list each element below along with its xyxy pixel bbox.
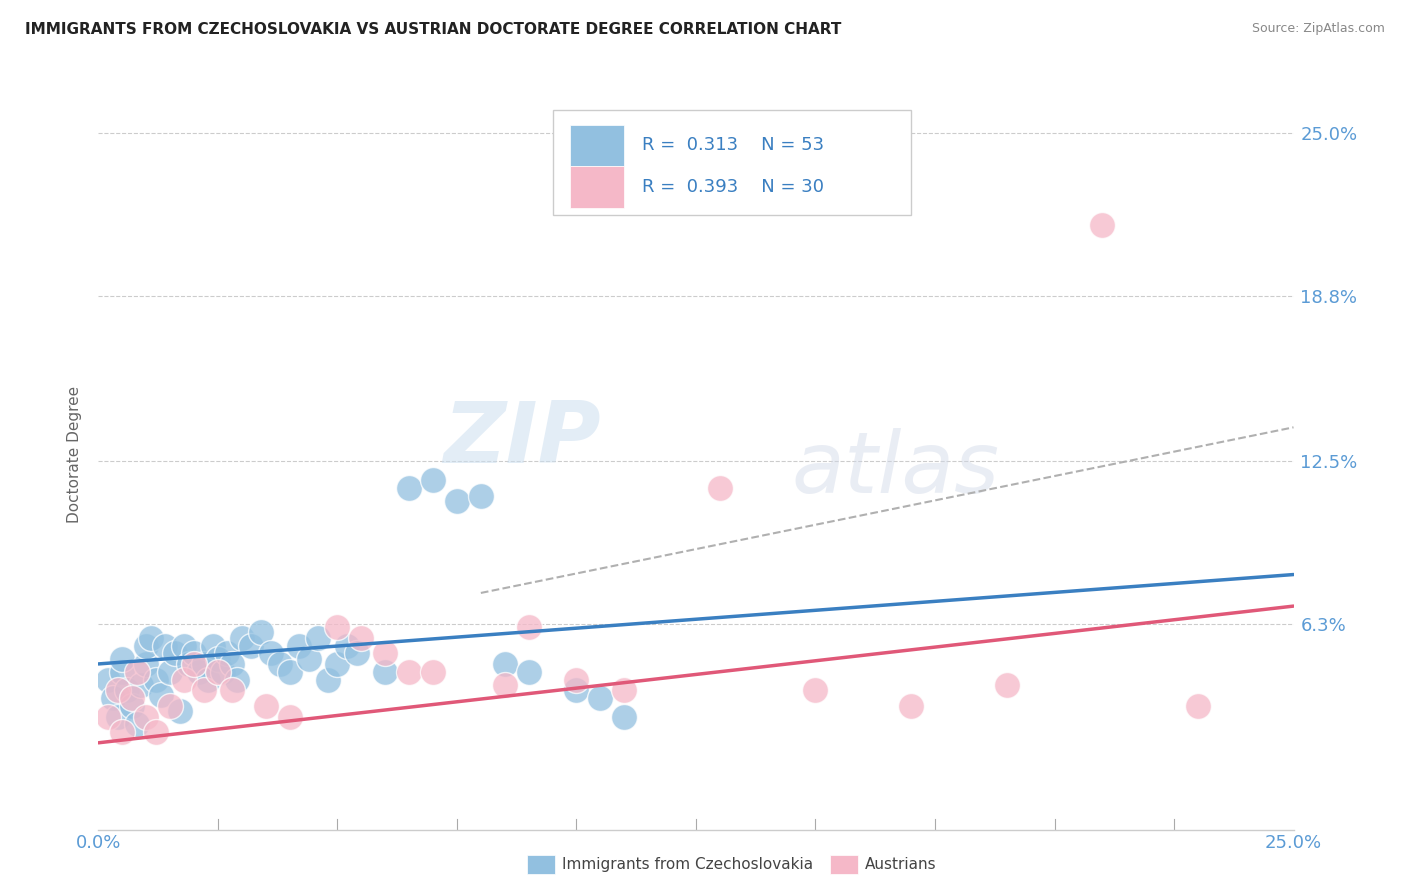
Point (221, 683, 243, 698)
Point (135, 709, 157, 723)
Point (613, 683, 636, 698)
Point (240, 639, 263, 653)
Point (97, 673, 120, 687)
Point (111, 665, 134, 679)
Point (336, 639, 359, 653)
Point (155, 639, 177, 653)
Point (422, 473, 444, 487)
Point (125, 717, 148, 731)
Text: R =  0.313    N = 53: R = 0.313 N = 53 (643, 136, 824, 154)
Point (179, 657, 201, 671)
Point (221, 657, 243, 671)
Point (125, 665, 148, 679)
Point (350, 631, 373, 645)
Point (254, 698, 277, 713)
Text: atlas: atlas (792, 428, 1000, 511)
Point (169, 704, 191, 718)
Point (139, 631, 162, 645)
Point (207, 651, 229, 665)
Point (101, 691, 124, 706)
Point (159, 698, 181, 713)
Point (278, 709, 301, 723)
Point (163, 647, 186, 661)
Point (193, 657, 215, 671)
Point (307, 631, 329, 645)
Point (278, 665, 301, 679)
Point (173, 639, 195, 653)
Point (398, 665, 420, 679)
Point (446, 494, 468, 508)
Point (804, 683, 827, 698)
Point (1187, 698, 1209, 713)
Point (422, 665, 444, 679)
Point (217, 647, 239, 661)
FancyBboxPatch shape (553, 111, 911, 215)
Point (494, 678, 516, 692)
Point (121, 691, 143, 706)
Point (517, 665, 540, 679)
Point (231, 631, 253, 645)
Point (565, 673, 588, 687)
Point (207, 665, 229, 679)
Point (135, 657, 157, 671)
Point (1091, 218, 1114, 232)
FancyBboxPatch shape (571, 167, 624, 208)
Point (346, 647, 368, 661)
Point (709, 481, 731, 495)
Point (288, 639, 311, 653)
Point (159, 665, 181, 679)
Point (226, 673, 249, 687)
Point (259, 647, 281, 661)
Point (517, 620, 540, 634)
Point (589, 691, 612, 706)
Text: R =  0.393    N = 30: R = 0.393 N = 30 (643, 178, 824, 195)
Point (374, 647, 396, 661)
Point (494, 657, 516, 671)
Point (316, 673, 339, 687)
Point (183, 647, 205, 661)
Point (111, 725, 134, 739)
Point (149, 689, 172, 703)
Point (565, 683, 588, 698)
Point (115, 683, 138, 698)
Point (107, 683, 129, 698)
Point (173, 673, 195, 687)
Point (145, 725, 167, 739)
Point (183, 657, 205, 671)
Point (197, 673, 219, 687)
Point (326, 657, 349, 671)
Point (202, 639, 225, 653)
Point (269, 657, 291, 671)
Point (107, 709, 129, 723)
Text: IMMIGRANTS FROM CZECHOSLOVAKIA VS AUSTRIAN DOCTORATE DEGREE CORRELATION CHART: IMMIGRANTS FROM CZECHOSLOVAKIA VS AUSTRI… (25, 22, 842, 37)
Point (326, 620, 349, 634)
Y-axis label: Doctorate Degree: Doctorate Degree (67, 386, 83, 524)
Point (211, 665, 233, 679)
Point (398, 481, 420, 495)
Point (187, 665, 209, 679)
Point (900, 698, 922, 713)
Point (250, 625, 273, 640)
Point (193, 683, 215, 698)
Point (111, 651, 134, 665)
Point (470, 489, 492, 503)
Text: Source: ZipAtlas.com: Source: ZipAtlas.com (1251, 22, 1385, 36)
Point (145, 673, 167, 687)
Point (374, 665, 396, 679)
Point (121, 698, 143, 713)
Point (97, 709, 120, 723)
Point (135, 639, 157, 653)
FancyBboxPatch shape (571, 125, 624, 167)
Point (131, 678, 153, 692)
Text: Immigrants from Czechoslovakia: Immigrants from Czechoslovakia (562, 857, 814, 871)
Text: ZIP: ZIP (443, 399, 600, 482)
Text: Austrians: Austrians (865, 857, 936, 871)
Point (298, 651, 321, 665)
Point (613, 709, 636, 723)
Point (995, 678, 1018, 692)
